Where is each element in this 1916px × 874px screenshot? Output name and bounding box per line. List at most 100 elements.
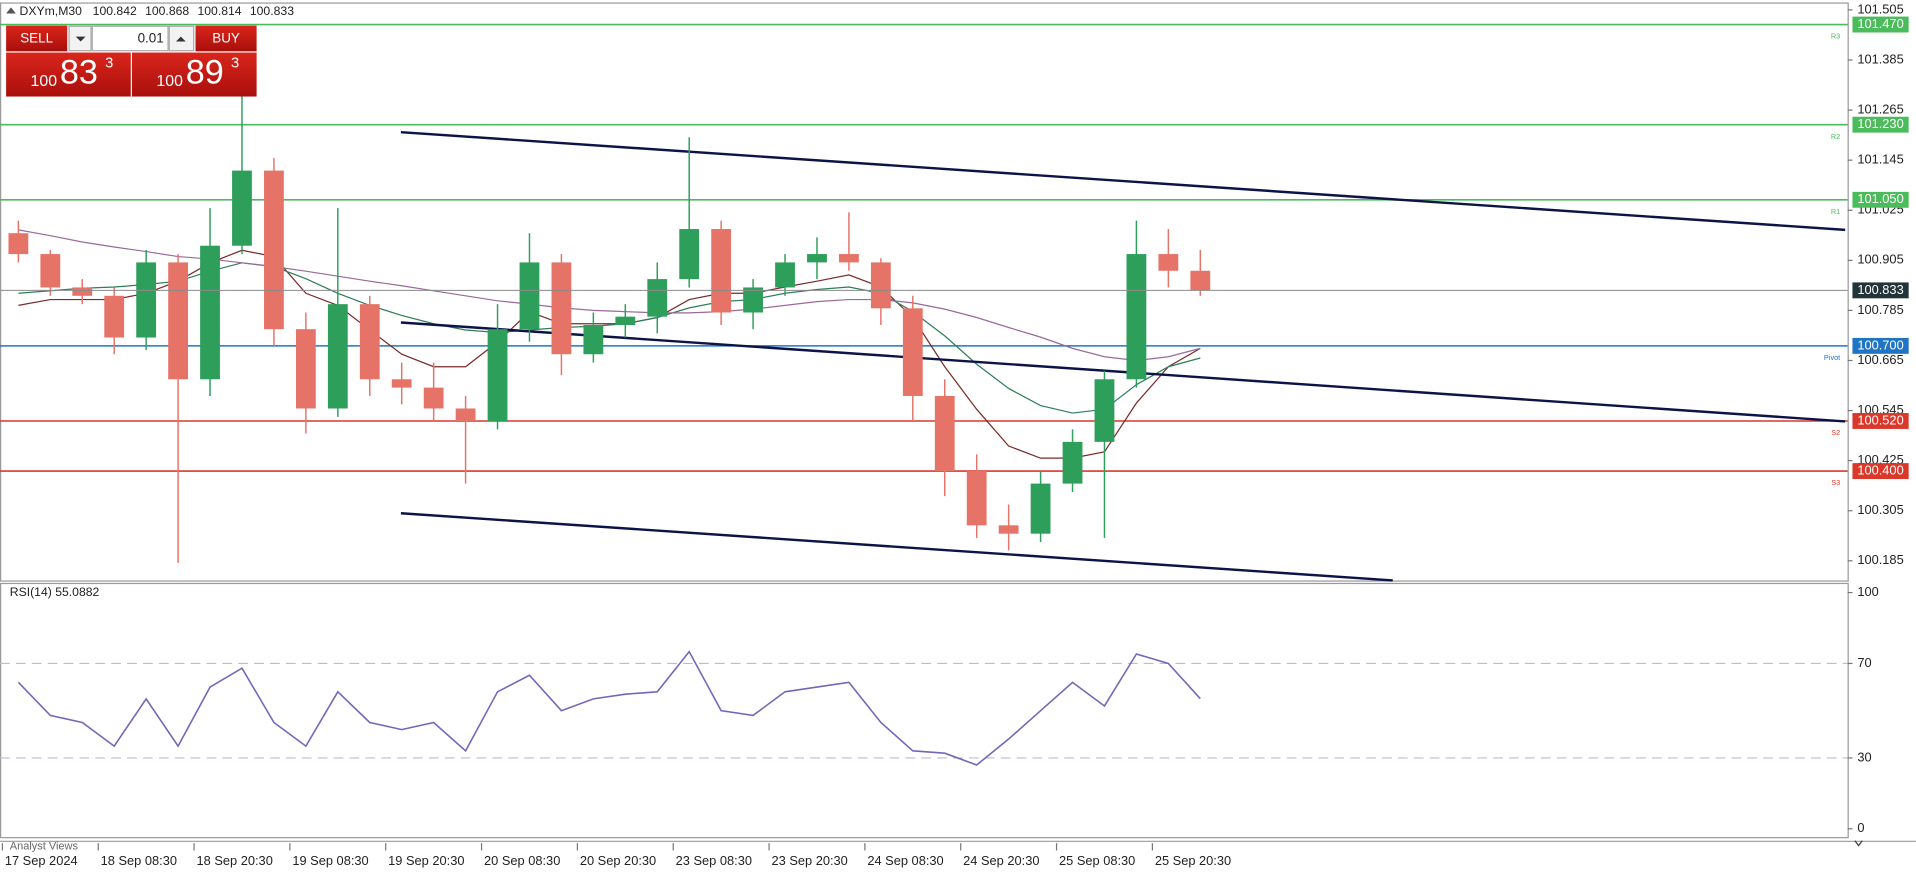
level-label-box [1852, 16, 1909, 33]
ask-point: 3 [231, 55, 239, 71]
candle-body [8, 233, 29, 255]
candle-body [200, 245, 220, 380]
level-label-box [1852, 413, 1909, 429]
low-value: 100.814 [197, 4, 241, 18]
candle-body [168, 262, 188, 380]
bid-big: 100 [31, 73, 58, 90]
candle-body [295, 329, 316, 409]
open-value: 100.842 [93, 4, 137, 18]
candle-body [679, 229, 700, 280]
sell-label: SELL [20, 31, 53, 46]
level-label-box [1852, 463, 1909, 480]
symbol: DXYm,M30 [20, 4, 83, 18]
x-tick-label: 19 Sep 20:30 [388, 853, 464, 868]
candle-body [359, 304, 380, 380]
candle-body [1190, 270, 1211, 291]
ask-big: 100 [156, 73, 183, 90]
x-tick-label: 20 Sep 08:30 [484, 853, 560, 868]
trend-line [400, 130, 1846, 232]
x-tick-label: 23 Sep 08:30 [676, 853, 752, 868]
candle-body [807, 254, 827, 263]
level-tag: R2 [1831, 132, 1840, 141]
sell-button[interactable] [6, 25, 68, 52]
y-tick-label: 101.265 [1857, 101, 1903, 116]
candle-body [998, 525, 1019, 534]
x-tick-label: 25 Sep 20:30 [1155, 853, 1231, 868]
candle-body [1126, 254, 1147, 380]
y-tick-label: 100.785 [1857, 302, 1903, 317]
x-tick-label: 25 Sep 08:30 [1059, 853, 1135, 868]
y-tick-label: 101.145 [1857, 152, 1903, 167]
level-label: 100.520 [1857, 412, 1903, 427]
level-tag: Pivot [1824, 353, 1840, 362]
lot-value: 0.01 [138, 31, 164, 46]
candle-body [1030, 483, 1051, 534]
bid-box[interactable] [6, 52, 131, 97]
candle-body [1062, 441, 1083, 484]
analyst-views-tab[interactable]: Analyst Views [10, 841, 79, 853]
candle-body [72, 287, 93, 296]
candle-body [966, 471, 987, 526]
arrow-down [75, 36, 86, 42]
candle-body [583, 325, 604, 355]
level-label-box [1852, 337, 1909, 354]
x-tick-label: 19 Sep 08:30 [292, 853, 368, 868]
level-label-box [1852, 191, 1909, 208]
candle-body [647, 279, 668, 317]
level-tag: R1 [1831, 207, 1840, 216]
candle-body [136, 262, 157, 338]
current-price-label: 100.833 [1857, 282, 1903, 297]
candle-body [104, 295, 125, 338]
level-label-box [1852, 116, 1909, 133]
candle-body [743, 287, 763, 313]
level-label: 101.230 [1857, 116, 1903, 131]
level-label: 100.400 [1857, 462, 1903, 477]
rsi-line [17, 650, 1201, 766]
current-price-box [1852, 282, 1909, 299]
trade-panel: SELL 0.01 BUY 100 83 3 100 89 3 [6, 25, 257, 97]
candle-body [615, 316, 636, 326]
level-tag: S2 [1831, 428, 1840, 437]
candle-body [40, 254, 61, 288]
menu-icon[interactable] [6, 7, 16, 14]
rsi-frame [0, 582, 1849, 839]
x-tick-label: 17 Sep 2024 [5, 853, 78, 868]
rsi-title: RSI(14) 55.0882 [10, 585, 100, 599]
x-tick-label: 18 Sep 20:30 [197, 853, 273, 868]
x-tick-label: 18 Sep 08:30 [101, 853, 177, 868]
candle-body [839, 254, 859, 263]
candle-body [455, 408, 476, 421]
candle-body [327, 304, 348, 409]
bid-point: 3 [105, 55, 113, 71]
level-tag: R3 [1831, 32, 1840, 41]
ask-pips: 89 [186, 54, 224, 92]
candle-body [232, 170, 252, 246]
y-tick-label: 100.185 [1857, 552, 1903, 567]
y-tick-label: 70 [1857, 655, 1871, 670]
bid-pips: 83 [60, 54, 98, 92]
y-tick-label: 100.905 [1857, 252, 1903, 267]
close-value: 100.833 [250, 4, 294, 18]
y-tick-label: 101.505 [1857, 1, 1903, 16]
scroll-arrow[interactable] [1854, 840, 1863, 847]
candle-body [1158, 254, 1179, 271]
x-tick-label: 23 Sep 20:30 [772, 853, 848, 868]
buy-label: BUY [212, 31, 240, 46]
x-tick-label: 20 Sep 20:30 [580, 853, 656, 868]
candle-body [519, 262, 540, 330]
buy-button[interactable] [195, 25, 257, 52]
main-frame [0, 2, 1849, 582]
candle-body [775, 262, 795, 288]
candle-body [902, 308, 923, 396]
y-tick-label: 100.665 [1857, 352, 1903, 367]
candle-body [551, 262, 572, 355]
level-tag: S3 [1831, 478, 1840, 487]
lot-input[interactable] [91, 25, 169, 52]
ask-box[interactable] [131, 52, 257, 97]
chart-header: DXYm,M30 100.842 100.868 100.814 100.833 [20, 4, 295, 18]
candle-body [934, 395, 955, 472]
trend-line [400, 512, 1393, 582]
